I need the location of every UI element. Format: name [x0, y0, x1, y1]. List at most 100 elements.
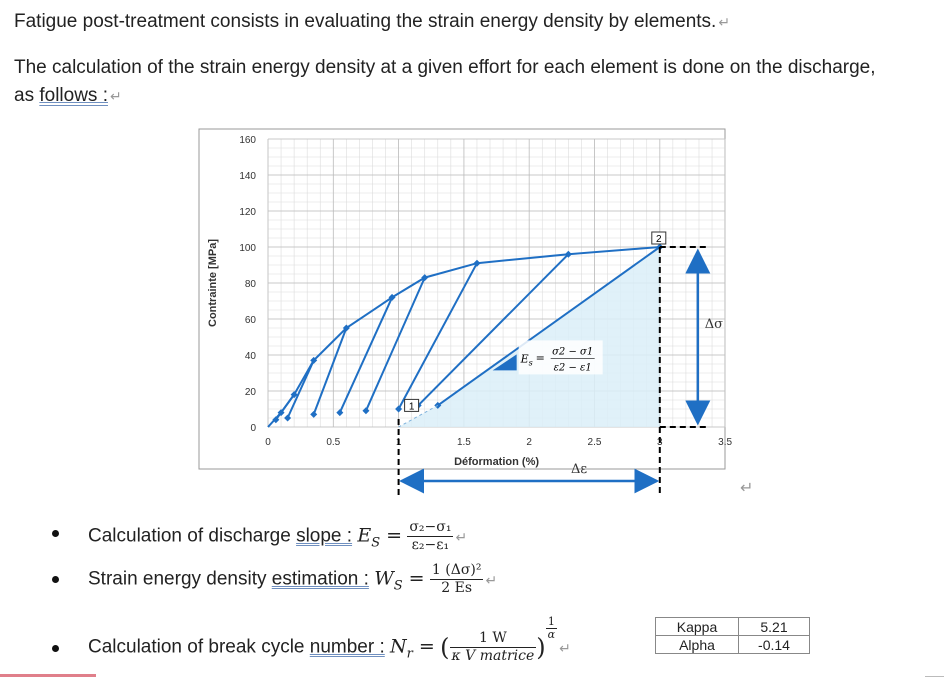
x-tick-label: 0.5: [326, 437, 340, 448]
calculation-paragraph: The calculation of the strain energy den…: [14, 54, 876, 82]
delta-epsilon-label: Δε: [571, 462, 587, 477]
paren-right: ): [536, 633, 546, 662]
x-tick-label: 2.5: [588, 437, 602, 448]
return-mark-icon: ↵: [718, 14, 731, 30]
unloading-line: [338, 296, 393, 414]
fraction-denominator: ε₂−ε₁: [411, 537, 450, 553]
loading-curve: [267, 246, 660, 428]
cycles-subscript-text: r: [406, 646, 413, 662]
follows-link[interactable]: follows :: [39, 85, 108, 106]
x-tick-label: 1.5: [457, 437, 471, 448]
fraction-numerator: 1 W: [449, 630, 537, 648]
bullet-energy-text: Strain energy density: [88, 568, 272, 590]
unloading-line: [397, 262, 478, 410]
curve-point: [421, 274, 429, 282]
y-tick-label: 40: [245, 351, 257, 362]
x-axis-label: Déformation (%): [454, 456, 539, 468]
slope-triangle-icon: [492, 354, 517, 371]
intro-text: Fatigue post-treatment consists in evalu…: [14, 11, 717, 32]
slope-numerator: σ2 − σ1: [552, 346, 593, 357]
unloading-line: [437, 246, 661, 407]
slope-formula-box: [518, 340, 603, 375]
param-value-alpha[interactable]: -0.14: [738, 635, 810, 654]
bullet-dot: [52, 576, 59, 583]
fraction-denominator: κ V matrice: [451, 648, 535, 664]
unload-point: [395, 405, 403, 413]
estimation-link[interactable]: estimation :: [271, 568, 369, 590]
number-link[interactable]: number :: [309, 636, 385, 658]
bullet-slope: Calculation of discharge slope : ES = σ₂…: [88, 519, 467, 554]
y-tick-label: 20: [245, 387, 257, 398]
slope-fraction: σ₂−σ₁ ε₂−ε₁: [407, 519, 454, 554]
bullet-cycles-text: Calculation of break cycle: [88, 636, 310, 658]
unloading-line: [365, 277, 426, 412]
bullet-energy: Strain energy density estimation : WS = …: [88, 562, 497, 597]
curve-point: [564, 250, 572, 258]
energy-fraction: 1 (Δσ)² 2 Es: [429, 562, 484, 597]
return-mark-icon: ↵: [110, 88, 122, 104]
delta-sigma-label: Δσ: [705, 317, 723, 332]
page-edge-marker: [0, 674, 96, 677]
curve-point: [277, 409, 285, 417]
point-1-label: 1: [409, 401, 415, 412]
slope-link[interactable]: slope :: [296, 525, 353, 547]
calculation-text-line1: The calculation of the strain energy den…: [14, 57, 876, 78]
return-mark-icon: ↵: [485, 571, 498, 588]
bullet-cycles: Calculation of break cycle number : Nr =…: [88, 616, 571, 665]
unloading-line: [417, 253, 570, 407]
point-1-box: [404, 398, 420, 412]
unload-point: [310, 410, 318, 418]
unloading-line: [312, 327, 348, 415]
param-name-alpha[interactable]: Alpha: [655, 635, 739, 654]
y-tick-label: 100: [239, 243, 256, 254]
curve-point: [388, 293, 396, 301]
y-tick-label: 120: [239, 207, 256, 218]
intro-paragraph: Fatigue post-treatment consists in evalu…: [14, 8, 730, 36]
equals-sign: =: [412, 635, 435, 658]
y-tick-label: 160: [239, 135, 256, 146]
point-2-box: [651, 231, 667, 245]
return-mark-icon: ↵: [740, 480, 754, 497]
table-row: Alpha -0.14: [655, 635, 810, 654]
energy-subscript-text: S: [393, 578, 403, 594]
fraction-numerator: 1 (Δσ)²: [429, 562, 484, 580]
exponent-numerator: 1: [545, 616, 558, 629]
unload-point: [272, 416, 280, 424]
param-name-kappa[interactable]: Kappa: [655, 617, 739, 636]
exponent-denominator: α: [547, 628, 556, 641]
energy-symbol-text: W: [374, 567, 394, 590]
bullet-dot: [52, 645, 59, 652]
y-tick-label: 0: [250, 423, 256, 434]
x-tick-label: 2: [526, 437, 532, 448]
y-axis-label: Contrainte [MPa]: [207, 239, 219, 327]
calculation-paragraph-line2: as follows : ↵: [14, 82, 122, 110]
param-value-kappa[interactable]: 5.21: [738, 617, 810, 636]
slope-equals: =: [536, 351, 545, 364]
dashed-unload-baseline: [398, 404, 439, 428]
curve-point: [473, 259, 481, 267]
curve-point: [290, 391, 298, 399]
slope-subscript-text: S: [371, 535, 381, 551]
equals-sign: =: [402, 567, 425, 590]
y-tick-label: 80: [245, 279, 257, 290]
bullet-dot: [52, 530, 59, 537]
bullet-slope-text: Calculation of discharge: [88, 525, 297, 547]
table-row: Kappa 5.21: [655, 617, 810, 636]
slope-denominator: ε2 − ε1: [554, 362, 592, 373]
point-2-label: 2: [656, 234, 662, 245]
calculation-text-line2: as: [14, 85, 40, 106]
slope-symbol: E: [520, 352, 529, 365]
y-tick-label: 60: [245, 315, 257, 326]
return-mark-icon: ↵: [559, 639, 571, 656]
unload-point: [362, 407, 370, 415]
energy-shaded-area: [398, 247, 660, 427]
paren-left: (: [440, 633, 450, 662]
curve-point: [342, 324, 350, 332]
fraction-denominator: 2 Es: [441, 580, 473, 596]
unload-point: [284, 414, 292, 422]
equals-sign: =: [380, 524, 403, 547]
